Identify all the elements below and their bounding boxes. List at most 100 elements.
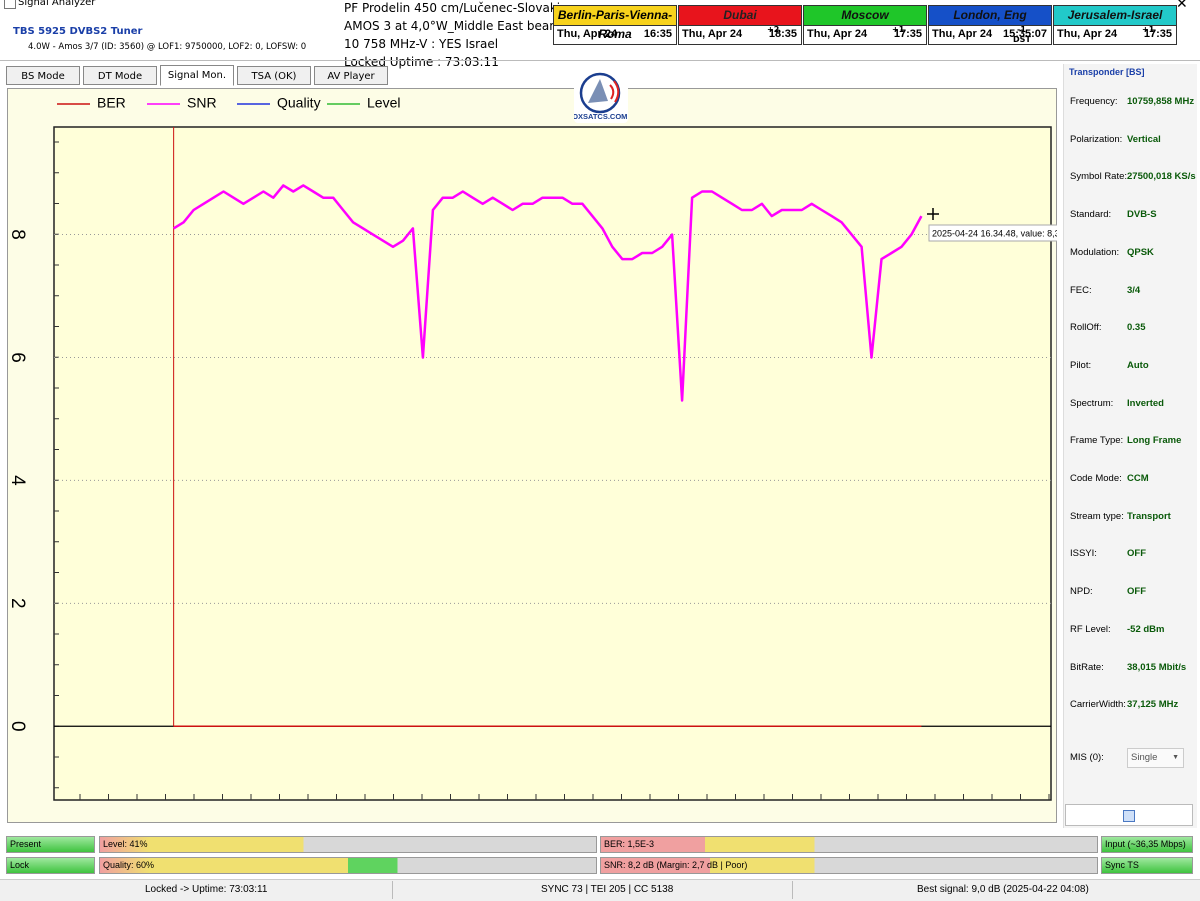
separator: [0, 60, 1200, 61]
legend-label: Quality: [277, 95, 321, 111]
info-value: 37,125 MHz: [1127, 699, 1179, 711]
tab[interactable]: TSA (OK): [237, 66, 311, 85]
clock-offset: -1: [1017, 25, 1026, 34]
level-bar: Level: 41%: [99, 836, 597, 853]
y-tick-label: 6: [7, 352, 28, 363]
window-title: Signal Analyzer: [18, 0, 96, 8]
status-divider: [792, 881, 793, 899]
info-value: CCM: [1127, 473, 1149, 484]
chart: 0 2 4 6 8 BER SNR Quality Level 2025-04-24 16.34.…: [7, 95, 1057, 801]
dropdown-arrow: ▼: [1172, 754, 1179, 761]
info-value: Inverted: [1127, 397, 1164, 409]
info-label: CarrierWidth:: [1070, 699, 1126, 711]
y-tick-label: 0: [7, 721, 28, 732]
clock-name: London, Eng: [929, 6, 1051, 26]
button-icon: [1123, 810, 1135, 822]
lock-indicator: Lock: [6, 857, 95, 874]
window-icon: [4, 0, 16, 9]
ber-bar: BER: 1,5E-3: [600, 836, 1098, 853]
tab[interactable]: AV Player: [314, 66, 388, 85]
info-label: RF Level:: [1070, 623, 1111, 635]
mis-select[interactable]: Single ▼: [1127, 748, 1184, 768]
clock-date: Thu, Apr 24: [557, 28, 618, 40]
info-value: 27500,018 KS/s: [1127, 171, 1196, 183]
clock-date: Thu, Apr 24: [1057, 28, 1118, 40]
tuner-info: 4.0W - Amos 3/7 (ID: 3560) @ LOF1: 97500…: [28, 42, 307, 52]
annotation: 2025-04-24 16.34.48, value: 8,3000001907…: [932, 228, 1057, 238]
info-value: 10759,858 MHz: [1127, 96, 1195, 107]
info-label: Frequency:: [1070, 96, 1118, 107]
header-line: PF Prodelin 450 cm/Lučenec-Slovakia: [344, 1, 568, 15]
clock: Berlin-Paris-Vienna-Roma Thu, Apr 24 16:35: [553, 5, 677, 45]
clock-time: 18:35: [768, 28, 797, 40]
header-line: AMOS 3 at 4,0°W_Middle East beam: [344, 19, 561, 33]
clock: Moscow Thu, Apr 24 +1 17:35: [803, 5, 927, 45]
clock-date: Thu, Apr 24: [932, 28, 993, 40]
info-value: Auto: [1127, 359, 1149, 371]
clock: Dubai Thu, Apr 24 +2 18:35: [678, 5, 802, 45]
info-label: FEC:: [1070, 284, 1092, 296]
info-value: QPSK: [1127, 246, 1154, 258]
input-indicator: Input (~36,35 Mbps): [1101, 836, 1193, 853]
info-label: ISSYI:: [1070, 548, 1097, 560]
clock-extra: DST: [1013, 35, 1031, 44]
clock: Jerusalem-Israel Thu, Apr 24 +1 17:35: [1053, 5, 1177, 45]
clock-time: 15:35:07: [1002, 28, 1047, 40]
clock-name: Berlin-Paris-Vienna-Roma: [554, 6, 676, 41]
logo-dish: [588, 79, 608, 103]
clock: London, Eng Thu, Apr 24 -1 DST 15:35:07: [928, 5, 1052, 45]
tuner-name: TBS 5925 DVBS2 Tuner: [13, 26, 143, 37]
info-label: NPD:: [1070, 586, 1093, 598]
info-value: -52 dBm: [1127, 623, 1165, 635]
legend-label: BER: [97, 95, 126, 111]
clock-time: 17:35: [1143, 28, 1172, 40]
info-label: Frame Type:: [1070, 435, 1124, 447]
clock-date: Thu, Apr 24: [807, 28, 868, 40]
panel-title: Transponder [BS]: [1069, 67, 1145, 77]
logo: DXSATCS.COM: [573, 71, 628, 123]
header-line: Locked Uptime : 73:03:11: [344, 55, 499, 69]
series-line: [172, 184, 923, 402]
info-label: BitRate:: [1070, 661, 1104, 673]
snr-bar: SNR: 8,2 dB (Margin: 2,7 dB | Poor): [600, 857, 1098, 874]
info-label: Polarization:: [1070, 133, 1123, 145]
sync-indicator: Sync TS: [1101, 857, 1193, 874]
side-panel: [1063, 64, 1197, 828]
panel-button[interactable]: [1065, 804, 1193, 826]
close-button[interactable]: ✕: [1176, 0, 1188, 12]
tab[interactable]: DT Mode: [83, 66, 157, 85]
info-label: Pilot:: [1070, 359, 1092, 371]
legend-label: SNR: [187, 95, 217, 111]
clock-offset: +1: [892, 25, 905, 34]
clock-time: 17:35: [893, 28, 922, 40]
header-line: 10 758 MHz-V : YES Israel: [344, 37, 499, 51]
info-label: Symbol Rate:: [1070, 171, 1128, 183]
clock-offset: +1: [1142, 25, 1155, 34]
info-label: RollOff:: [1070, 322, 1102, 334]
info-value: Long Frame: [1127, 435, 1182, 447]
info-value: Transport: [1127, 510, 1171, 522]
tab[interactable]: BS Mode: [6, 66, 80, 85]
plot-area: [53, 126, 1052, 801]
clock-name: Dubai: [679, 6, 801, 26]
status-bar: [0, 879, 1200, 901]
info-label: Modulation:: [1070, 246, 1120, 258]
y-tick-label: 4: [7, 475, 28, 486]
annotation-box: [928, 224, 1057, 242]
logo-text: DXSATCS.COM: [574, 112, 627, 121]
clock-name: Moscow: [804, 6, 926, 26]
info-label: Stream type:: [1070, 510, 1124, 522]
info-value: Vertical: [1127, 133, 1161, 145]
clock-date: Thu, Apr 24: [682, 28, 743, 40]
tab[interactable]: Signal Mon.: [160, 65, 234, 86]
info-value: 0.35: [1127, 322, 1146, 334]
y-tick-label: 2: [7, 598, 28, 609]
status-divider: [392, 881, 393, 899]
clock-offset: +2: [767, 25, 780, 34]
info-value: OFF: [1127, 548, 1146, 560]
status-text: Locked -> Uptime: 73:03:11: [145, 884, 268, 895]
clock-name: Jerusalem-Israel: [1054, 6, 1176, 26]
info-value: DVB-S: [1127, 209, 1157, 221]
y-tick-label: 8: [7, 229, 28, 240]
